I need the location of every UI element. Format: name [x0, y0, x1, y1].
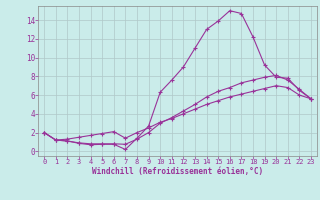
X-axis label: Windchill (Refroidissement éolien,°C): Windchill (Refroidissement éolien,°C)	[92, 167, 263, 176]
